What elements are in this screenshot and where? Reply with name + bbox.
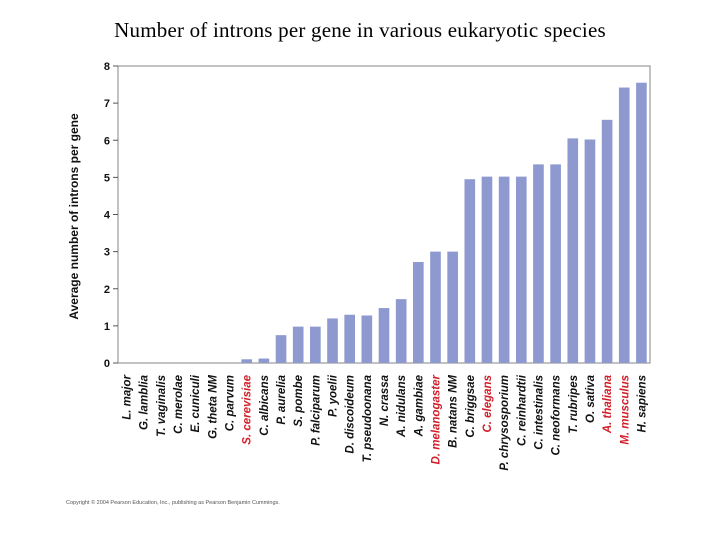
y-tick-label: 4: [104, 210, 111, 222]
bar: [292, 326, 304, 363]
bar: [601, 119, 613, 363]
x-tick-label: N. crassa: [379, 374, 391, 426]
x-tick-label: P. aurelia: [276, 374, 288, 424]
x-tick-label: D. melanogaster: [430, 374, 442, 464]
x-tick-label: D. discoideum: [345, 375, 357, 454]
bar: [515, 176, 527, 363]
y-tick-label: 6: [104, 135, 110, 147]
x-tick-label: C. reinhardtii: [516, 374, 528, 446]
bar: [567, 138, 579, 363]
y-tick-label: 5: [104, 172, 110, 184]
x-tick-label: C. intestinalis: [533, 375, 545, 450]
x-tick-label: A. nidulans: [396, 375, 408, 438]
y-tick-label: 7: [104, 98, 110, 110]
bar: [361, 315, 373, 363]
y-tick-label: 8: [104, 61, 110, 73]
x-tick-label: C. briggsae: [465, 374, 477, 437]
bar: [258, 358, 270, 363]
bar: [241, 359, 253, 363]
x-tick-label: S. cerevisiae: [242, 374, 254, 444]
bar: [618, 87, 630, 363]
x-tick-label: H. sapiens: [636, 375, 648, 433]
bar: [481, 176, 493, 363]
bar: [430, 251, 441, 363]
bar: [413, 262, 424, 363]
y-axis-title: Average number of introns per gene: [67, 113, 81, 320]
bar: [584, 139, 596, 363]
bar: [533, 164, 544, 363]
x-tick-label: C. albicans: [259, 375, 271, 436]
y-tick-label: 2: [104, 284, 110, 296]
x-tick-label: P. falciparum: [310, 375, 322, 446]
y-tick-label: 0: [104, 358, 110, 370]
x-tick-label: G. lamblia: [139, 374, 151, 430]
x-tick-label: E. cuniculi: [190, 374, 202, 432]
bar: [498, 176, 510, 363]
bar: [310, 326, 321, 363]
x-tick-label: L. major: [122, 374, 134, 419]
x-tick-label: C. elegans: [482, 375, 494, 433]
x-tick-label: P. yoelii: [328, 374, 340, 417]
y-tick-label: 1: [104, 321, 110, 333]
x-tick-label: B. natans NM: [448, 375, 460, 448]
x-axis: L. major G. lamblia T. vaginalis C. merolae…: [122, 374, 649, 470]
x-tick-label: O. sativa: [585, 374, 597, 423]
bar: [327, 318, 338, 363]
x-tick-label: P. chrysosporium: [499, 375, 511, 471]
x-tick-label: M. musculus: [619, 375, 631, 445]
x-tick-label: T. rubripes: [568, 375, 580, 434]
bar: [275, 335, 287, 363]
y-tick-label: 3: [104, 247, 110, 259]
x-tick-label: T. pseudoonana: [362, 374, 374, 462]
x-tick-label: C. merolae: [173, 374, 185, 433]
x-tick-label: A. thaliana: [602, 374, 614, 434]
bar: [378, 308, 390, 363]
x-tick-label: S. pombe: [293, 374, 305, 426]
y-axis: 0 1 2 3 4 5 6 7 8: [104, 61, 118, 370]
bar: [344, 314, 355, 363]
x-tick-label: C. parvum: [225, 375, 237, 431]
x-tick-label: C. neoformans: [551, 375, 563, 456]
x-tick-label: T. vaginalis: [156, 375, 168, 437]
x-tick-label: G. theta NM: [207, 375, 219, 439]
chart-title: Number of introns per gene in various eu…: [114, 18, 606, 42]
x-tick-label: A. gambiae: [413, 374, 425, 437]
bar: [636, 82, 647, 364]
bars: [241, 82, 647, 364]
copyright-notice: Copyright © 2004 Pearson Education, Inc.…: [66, 500, 280, 506]
bar: [447, 251, 458, 363]
bar: [395, 299, 407, 363]
bar: [464, 179, 476, 363]
bar: [550, 164, 561, 363]
